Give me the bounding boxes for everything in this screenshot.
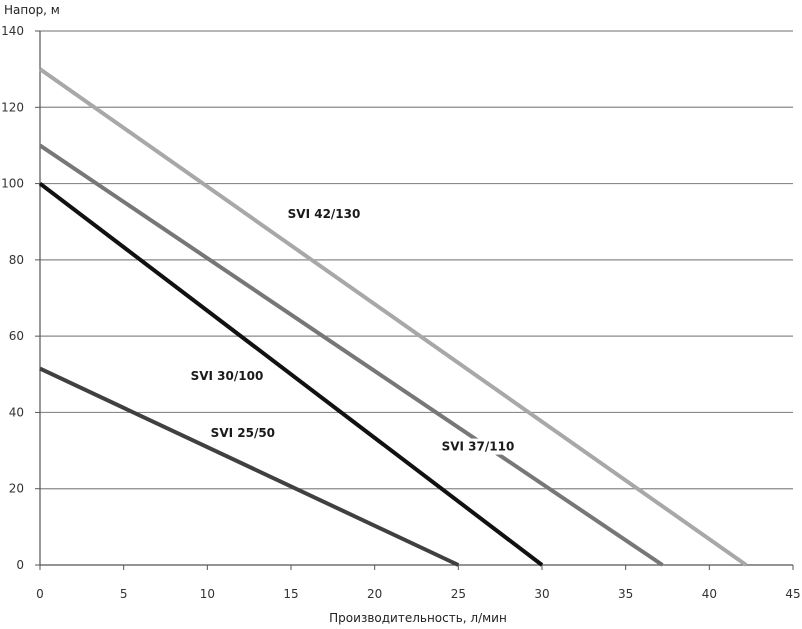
series-label: SVI 25/50 (211, 426, 275, 440)
y-tick-label: 60 (9, 329, 24, 343)
series-label-bg (207, 425, 277, 442)
series-labels: SVI 25/50 SVI 30/100 SVI 37/110 SVI 42/130 (187, 205, 515, 455)
series-label-bg (187, 368, 264, 385)
y-tick-label: 120 (1, 100, 24, 114)
x-tick-label: 40 (702, 587, 717, 601)
series-line-svi-25-50 (39, 366, 460, 567)
x-tick-label: 20 (367, 587, 382, 601)
y-tick-label: 40 (9, 405, 24, 419)
y-axis-title: Напор, м (4, 3, 60, 17)
x-tick-label: 35 (618, 587, 633, 601)
x-tick-label: 15 (283, 587, 298, 601)
series-label-bg (284, 205, 361, 222)
y-tick-label: 100 (1, 177, 24, 191)
x-tick-label: 25 (451, 587, 466, 601)
series-label-bg (438, 438, 515, 455)
x-tick-label: 10 (200, 587, 215, 601)
x-tick-label: 30 (534, 587, 549, 601)
series-line-svi-42-130 (38, 67, 748, 567)
y-tick-label: 80 (9, 253, 24, 267)
x-tick-label: 5 (120, 587, 128, 601)
x-tick-label: 0 (36, 587, 44, 601)
series-label: SVI 42/130 (288, 207, 361, 221)
series-label: SVI 30/100 (191, 369, 264, 383)
y-tick-label: 140 (1, 24, 24, 38)
series-lines (38, 67, 748, 567)
y-tick-labels: 0 20 40 60 80 100 120 140 (1, 24, 24, 572)
series-line-svi-37-110 (38, 143, 664, 567)
y-tick-label: 20 (9, 482, 24, 496)
series-line-svi-30-100 (38, 181, 544, 567)
x-axis-title: Производительность, л/мин (329, 611, 507, 625)
y-tick-label: 0 (16, 558, 24, 572)
series-label: SVI 37/110 (442, 440, 515, 454)
gridlines (40, 30, 793, 490)
axes (35, 30, 794, 570)
x-tick-label: 45 (785, 587, 800, 601)
x-tick-labels: 0 5 10 15 20 25 30 35 40 45 (36, 587, 800, 601)
